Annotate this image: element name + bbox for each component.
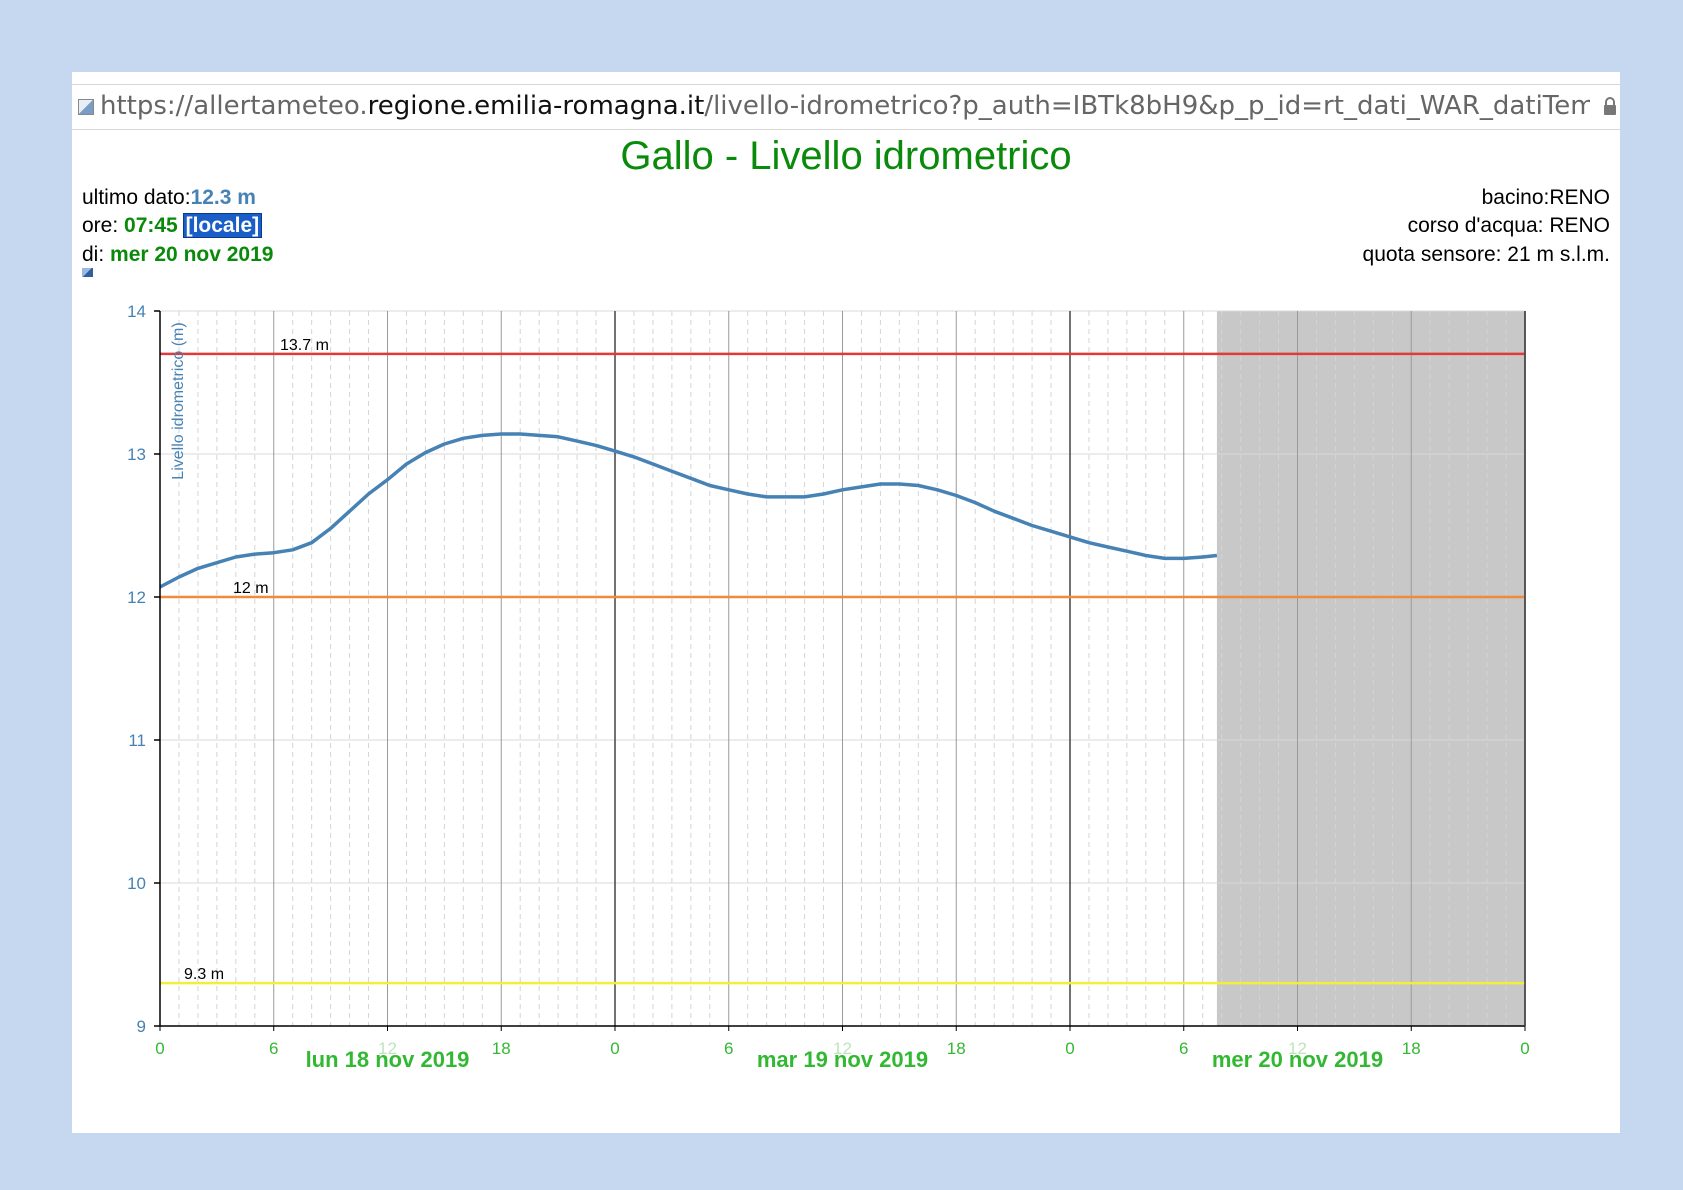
- threshold-label: 12 m: [233, 580, 269, 597]
- reading-date: di: mer 20 nov 2019: [82, 243, 273, 267]
- last-reading-label: ultimo dato:: [82, 186, 191, 209]
- x-tick-label: 12: [1288, 1039, 1307, 1058]
- page-panel: https://allertameteo.regione.emilia-roma…: [72, 72, 1620, 1133]
- y-axis-label: Livello idrometrico (m): [170, 322, 187, 479]
- sensor-info: quota sensore: 21 m s.l.m.: [1362, 243, 1610, 266]
- y-tick-label: 9: [137, 1017, 146, 1036]
- day-label: mer 20 nov 2019: [1212, 1047, 1383, 1072]
- x-tick-label: 6: [1179, 1039, 1188, 1058]
- level-chart: 13.7 m 12 m 9.3 m 9 10 11 12 13 14 0 6 12 18 0 6 12 18 0…: [127, 302, 1530, 1072]
- x-tick-label: 12: [378, 1039, 397, 1058]
- x-tick-label: 6: [269, 1039, 278, 1058]
- level-series-line: [159, 432, 1218, 589]
- forecast-area: [1216, 311, 1525, 1026]
- reading-time: ore: 07:45 [locale]: [82, 213, 263, 238]
- reading-date-label: di:: [82, 243, 111, 266]
- last-reading: ultimo dato:12.3 m: [82, 186, 256, 210]
- x-tick-label: 18: [947, 1039, 966, 1058]
- x-tick-label: 12: [833, 1039, 852, 1058]
- lock-icon: [1604, 97, 1616, 115]
- address-bar[interactable]: https://allertameteo.regione.emilia-roma…: [72, 84, 1620, 130]
- y-tick-label: 13: [127, 445, 146, 464]
- y-tick-label: 14: [127, 302, 146, 321]
- x-tick-label: 0: [610, 1039, 619, 1058]
- reading-date-value: mer 20 nov 2019: [110, 243, 274, 266]
- threshold-label: 13.7 m: [280, 337, 329, 354]
- x-tick-label: 0: [1520, 1039, 1529, 1058]
- url-subdomain: allertameteo.: [193, 91, 368, 121]
- page-icon: [78, 99, 94, 115]
- x-tick-label: 0: [1065, 1039, 1074, 1058]
- reading-time-label: ore:: [82, 214, 125, 237]
- y-tick-label: 10: [127, 874, 146, 893]
- x-tick-label: 6: [724, 1039, 733, 1058]
- x-tick-label: 18: [1402, 1039, 1421, 1058]
- x-tick-label: 0: [155, 1039, 164, 1058]
- url-text[interactable]: https://allertameteo.regione.emilia-roma…: [100, 91, 1590, 121]
- url-domain: regione.emilia-romagna.it: [367, 91, 705, 121]
- basin-info: bacino:RENO: [1481, 186, 1610, 209]
- last-reading-value: 12.3 m: [190, 186, 256, 209]
- y-tick-label: 12: [127, 588, 146, 607]
- reading-time-value: 07:45: [124, 214, 178, 237]
- page-title: Gallo - Livello idrometrico: [620, 134, 1072, 178]
- timezone-toggle[interactable]: [locale]: [182, 213, 263, 238]
- x-tick-label: 18: [492, 1039, 511, 1058]
- y-tick-label: 11: [128, 731, 146, 750]
- url-scheme: https://: [100, 91, 194, 121]
- url-path: /livello-idrometrico?p_auth=IBTk8bH9&p_p…: [704, 91, 1590, 121]
- river-info: corso d'acqua: RENO: [1407, 214, 1610, 237]
- day-label: lun 18 nov 2019: [306, 1047, 470, 1072]
- threshold-label: 9.3 m: [184, 966, 224, 983]
- expand-icon[interactable]: [82, 268, 93, 277]
- day-label: mar 19 nov 2019: [757, 1047, 928, 1072]
